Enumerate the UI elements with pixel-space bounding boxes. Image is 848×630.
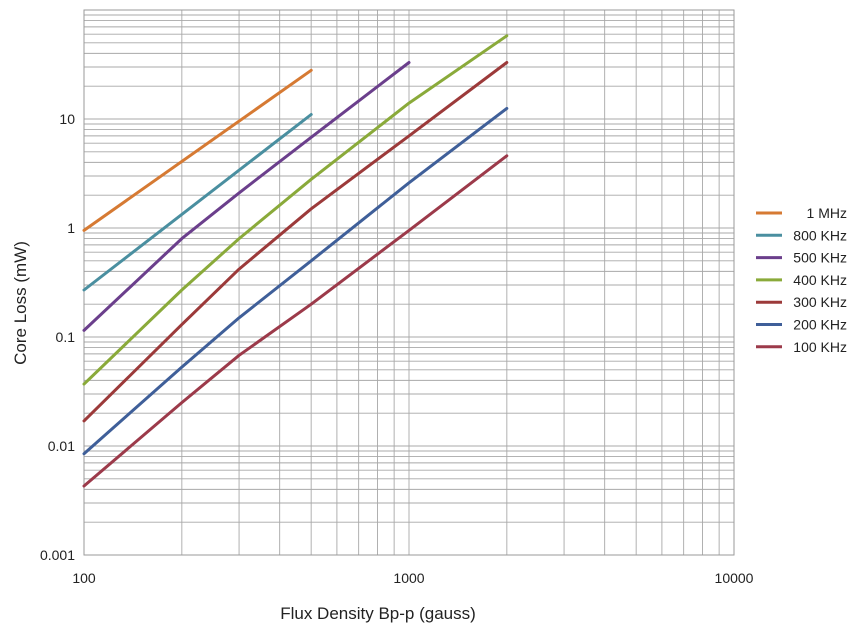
legend-label: 200 KHz	[793, 317, 847, 333]
series-line	[82, 68, 313, 232]
x-tick-label: 100	[72, 570, 96, 586]
y-tick-label: 1	[67, 220, 75, 236]
legend-label: 300 KHz	[793, 294, 847, 310]
plot-frame	[83, 9, 735, 556]
series-line	[82, 113, 313, 292]
x-tick-label: 1000	[393, 570, 424, 586]
y-tick-label: 0.1	[56, 329, 76, 345]
legend-label: 400 KHz	[793, 272, 847, 288]
legend-label: 100 KHz	[793, 339, 847, 355]
series-lines	[82, 34, 509, 488]
series-line	[82, 61, 411, 332]
y-tick-label: 0.01	[48, 438, 75, 454]
series-line	[82, 106, 509, 456]
legend-label: 800 KHz	[793, 227, 847, 243]
legend: 1 MHz 800 KHz 500 KHz 400 KHz 300 KHz 200 KHz…	[756, 205, 847, 355]
legend-label: 1 MHz	[807, 205, 847, 221]
x-axis-title: Flux Density Bp-p (gauss)	[280, 604, 476, 623]
series-line	[82, 34, 509, 386]
y-tick-labels: 0.001 0.01 0.1 1 10	[40, 111, 75, 563]
y-tick-label: 10	[59, 111, 75, 127]
x-tick-labels: 100 1000 10000	[72, 570, 753, 586]
y-tick-label: 0.001	[40, 547, 75, 563]
legend-label: 500 KHz	[793, 250, 847, 266]
x-tick-label: 10000	[715, 570, 754, 586]
grid	[83, 9, 735, 556]
series-line	[82, 154, 509, 488]
y-axis-title: Core Loss (mW)	[11, 241, 30, 365]
series-line	[82, 61, 509, 423]
